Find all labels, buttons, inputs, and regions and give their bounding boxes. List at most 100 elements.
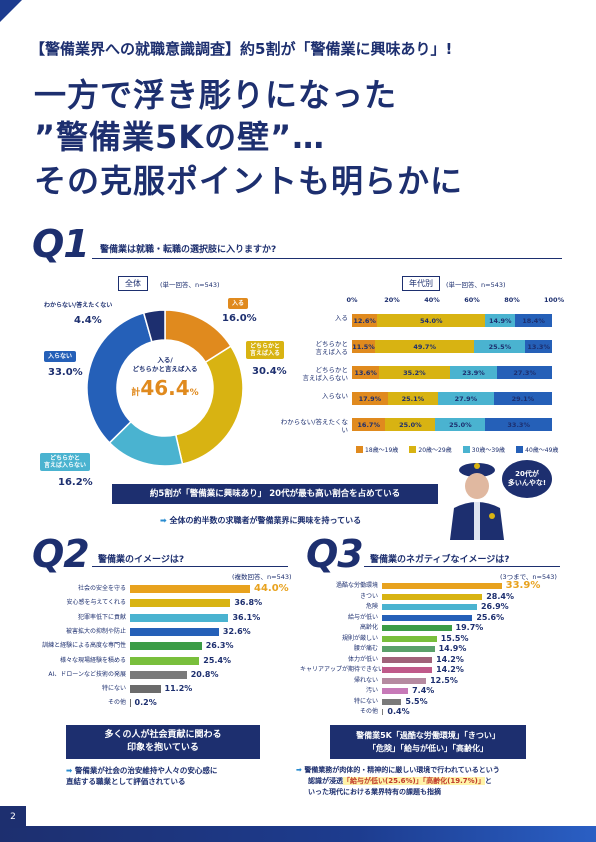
bar-label: 社会の安全を守る [77, 585, 126, 592]
q3-label: Q3 [306, 532, 364, 576]
bar [382, 688, 409, 694]
axis-tick-label: 80% [504, 296, 520, 304]
age-bar-segment: 11.5% [352, 340, 375, 353]
q1-age-chart: 0% 20% 40% 60% 80% 100% 入る 12.6% 54.0% 14.9% 18.4%… [280, 296, 565, 446]
bar-value: 19.7% [455, 623, 484, 632]
bar-value: 7.4% [412, 686, 435, 695]
pie-label-wakaranai: わからない/答えたくない [40, 300, 117, 311]
bar-label: 犯罪率低下に貢献 [77, 613, 126, 621]
title-line-1: 一方で浮き彫りになった [34, 76, 398, 114]
pie-center-label: 入る/ どちらかと言えば入る [132, 356, 198, 373]
q3-note-text-2c: と [484, 777, 492, 785]
bar [382, 667, 433, 673]
age-stacked-bar: 12.6% 54.0% 14.9% 18.4% [352, 314, 552, 327]
q3-bar-chart: 過酷な労働環境 33.9% きつい 28.4% 危険 26.9% 給与が低い 25.6% 高齢化… [300, 581, 566, 723]
age-bar-segment: 13.3% [525, 340, 552, 353]
q2-label: Q2 [32, 532, 90, 576]
q3-note-highlight: 「給与が低い(25.6%)」「高齢化(19.7%)」 [343, 777, 485, 785]
title-line-2: ”警備業5Kの壁”… [34, 118, 326, 156]
age-stacked-bar: 11.5% 49.7% 25.5% 13.3% [352, 340, 552, 353]
bar [382, 677, 427, 684]
bar-label: 被害拡大の抑制や防止 [65, 627, 126, 635]
age-bar-segment: 25.0% [385, 418, 436, 431]
pie-value-dochiraka-iru: 30.4% [252, 366, 287, 377]
axis-tick-label: 60% [464, 296, 480, 304]
bar [130, 670, 187, 679]
bar [382, 709, 384, 715]
axis-tick-label: 100% [544, 296, 565, 304]
bar-value: 32.6% [222, 626, 251, 636]
age-bar-segment: 13.6% [352, 366, 380, 379]
bar [130, 656, 200, 665]
q1-pie-center: 入る/ どちらかと言えば入る 計46.4% [120, 356, 210, 400]
headline: 【警備業界への就職意識調査】約5割が「警備業に興味あり」! [30, 40, 453, 58]
pie-label-dochiraka-iranai: どちらかと 言えば入らない [40, 453, 91, 471]
pie-slice [142, 309, 166, 343]
bar-value: 0.4% [387, 707, 410, 716]
axis-tick-label: 0% [346, 296, 358, 304]
bar [382, 593, 483, 600]
page-number: 2 [0, 806, 26, 828]
age-bar-segment: 25.5% [474, 340, 526, 353]
bar-label: その他 [359, 708, 378, 715]
age-bar-segment: 27.9% [438, 392, 494, 405]
pie-label-iranai: 入らない [44, 351, 77, 362]
age-bar-segment: 49.7% [375, 340, 475, 353]
bar-value: 26.9% [480, 602, 509, 611]
pie-center-total: 計46.4% [120, 376, 210, 400]
age-bar-segment: 12.6% [352, 314, 378, 327]
bar-label: 高齢化 [359, 624, 378, 631]
q3-summary-note: ➡ 警備業務が肉体的・精神的に厳しい環境で行われているという 認識が浸透「給与が… [296, 765, 566, 798]
age-bar-segment: 23.9% [449, 366, 498, 379]
q3-note-line-3: いった現代における業界特有の課題も指摘 [296, 787, 566, 798]
age-bar-segment: 18.4% [515, 314, 552, 327]
bar-value: 12.5% [430, 675, 458, 685]
age-bar-segment: 25.0% [435, 418, 486, 431]
q1-summary-note: ➡ 全体の約半数の求職者が警備業界に興味を持っている [160, 516, 362, 525]
q2-bar-chart: 社会の安全を守る 44.0% 安心感を与えてくれる 36.8% 犯罪率低下に貢献 36.1… [30, 583, 296, 715]
axis-tick-label: 40% [424, 296, 440, 304]
q3-note-text-2a: 認識が浸透 [308, 777, 343, 785]
pie-total-prefix: 計 [131, 388, 141, 398]
age-bar-segment: 33.3% [485, 418, 552, 431]
age-bar-segment: 14.9% [485, 314, 516, 327]
bar [130, 627, 219, 636]
bar-label: AI、ドローンなど技術の発展 [48, 670, 126, 678]
bar-label: 様々な現場経験を積める [59, 656, 126, 664]
pie-label-dochiraka-iru: どちらかと 言えば入る [246, 341, 285, 359]
q3-question: 警備業のネガティブなイメージは? [370, 555, 510, 565]
pie-slice [174, 345, 244, 465]
bar-value: 11.2% [164, 684, 193, 694]
corner-decoration [0, 0, 22, 22]
q1-pie-chart [86, 309, 244, 467]
q3-rule [364, 566, 560, 567]
age-stacked-bar: 16.7% 25.0% 25.0% 33.3% [352, 418, 552, 431]
legend-label: 30歳〜39歳 [471, 447, 506, 454]
age-row-label: どちらかと 言えば入る [315, 340, 349, 356]
bar [382, 698, 402, 705]
age-row-label: わからない/答えたくない [280, 418, 348, 434]
legend-label: 40歳〜49歳 [525, 447, 559, 454]
bar-label: 腰が痛む [353, 645, 378, 652]
bar [130, 642, 202, 651]
pie-value-wakaranai: 4.4% [74, 315, 102, 326]
bar-value: 44.0% [254, 583, 289, 594]
bar-label: 汚い [365, 687, 378, 694]
bar-label: 特にない [353, 697, 378, 705]
q1-pie-tag: 全体 [118, 276, 148, 291]
q3-note-line-1: ➡ 警備業務が肉体的・精神的に厳しい環境で行われているという [296, 766, 500, 774]
legend-swatch [409, 446, 417, 453]
bar-label: 安心感を与えてくれる [66, 599, 126, 607]
q1-question: 警備業は就職・転職の選択肢に入りますか? [100, 245, 277, 255]
bar-value: 0.2% [134, 698, 157, 708]
q1-age-legend: 18歳〜19歳 20歳〜29歳 30歳〜39歳 40歳〜49歳 [356, 439, 564, 458]
q3-note-line-2: 認識が浸透「給与が低い(25.6%)」「高齢化(19.7%)」と [296, 776, 566, 787]
legend-swatch [516, 446, 524, 453]
bar-label: 規則が厳しい [341, 634, 378, 642]
q1-age-note: (単一回答、n=543) [446, 281, 506, 289]
bar-value: 25.6% [476, 612, 505, 622]
bar [130, 699, 131, 708]
q1-pie-note: (単一回答、n=543) [160, 281, 220, 289]
bar [130, 613, 229, 622]
bar [382, 625, 452, 631]
